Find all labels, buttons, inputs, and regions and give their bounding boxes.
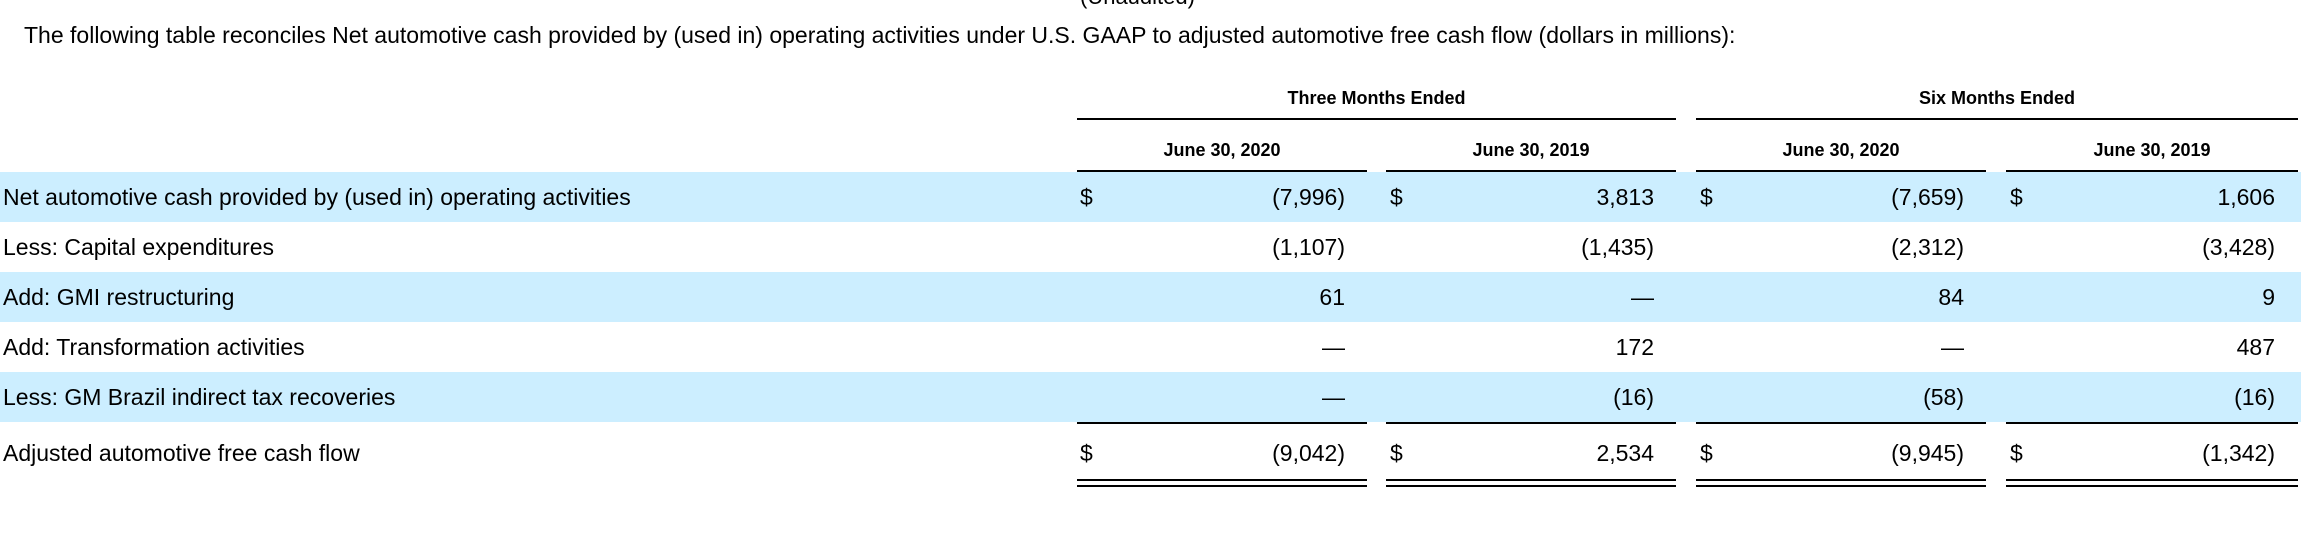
col-header-q-2019: June 30, 2019 [1386,140,1676,172]
cell-value: (1,342) [2202,440,2275,466]
cell-value: (16) [2234,384,2275,410]
table-row-total: Adjusted automotive free cash flow $ (9,… [0,428,2301,478]
row-label: Add: GMI restructuring [3,284,235,310]
cell-value: (9,945) [1891,440,1964,466]
group-header-three-months: Three Months Ended [1077,88,1676,120]
col-header-ytd-2020: June 30, 2020 [1696,140,1986,172]
cell-value: — [1631,284,1654,310]
cell-value: 9 [2262,284,2275,310]
cell-value: — [1322,334,1345,360]
subtotal-rule [2006,422,2298,424]
subtotal-rule [1077,422,1367,424]
cell-value: (58) [1923,384,1964,410]
cell-value: 61 [1319,284,1345,310]
currency-symbol: $ [1080,440,1093,466]
table-row: Add: GMI restructuring 61 — 84 9 [0,272,2301,322]
row-label: Net automotive cash provided by (used in… [3,184,631,210]
currency-symbol: $ [1390,184,1403,210]
table-row: Less: Capital expenditures (1,107) (1,43… [0,222,2301,272]
currency-symbol: $ [1080,184,1093,210]
total-double-rule [1386,479,1676,487]
cell-value: (2,312) [1891,234,1964,260]
table-row: Less: GM Brazil indirect tax recoveries … [0,372,2301,422]
table-row: Add: Transformation activities — 172 — 4… [0,322,2301,372]
currency-symbol: $ [1700,184,1713,210]
table-row: Net automotive cash provided by (used in… [0,172,2301,222]
total-double-rule [1077,479,1367,487]
col-header-ytd-2019: June 30, 2019 [2006,140,2298,172]
currency-symbol: $ [1390,440,1403,466]
subtotal-rule [1696,422,1986,424]
intro-text: The following table reconciles Net autom… [24,22,1736,48]
col-header-q-2020: June 30, 2020 [1077,140,1367,172]
cell-value: (16) [1613,384,1654,410]
total-double-rule [2006,479,2298,487]
cell-value: 3,813 [1596,184,1654,210]
row-label: Adjusted automotive free cash flow [3,440,360,466]
row-label: Less: GM Brazil indirect tax recoveries [3,384,396,410]
cell-value: (9,042) [1272,440,1345,466]
cell-value: — [1941,334,1964,360]
cell-value: 172 [1615,334,1654,360]
row-label: Less: Capital expenditures [3,234,275,260]
cell-value: 2,534 [1596,440,1654,466]
group-header-six-months: Six Months Ended [1696,88,2298,120]
cell-value: 84 [1938,284,1964,310]
cell-value: (1,435) [1581,234,1654,260]
cell-value: 1,606 [2217,184,2275,210]
subtotal-rule [1386,422,1676,424]
cell-value: (3,428) [2202,234,2275,260]
unaudited-label: (Unaudited) [1080,0,1195,10]
currency-symbol: $ [2010,440,2023,466]
cell-value: (7,659) [1891,184,1964,210]
row-label: Add: Transformation activities [3,334,305,360]
currency-symbol: $ [2010,184,2023,210]
cell-value: (1,107) [1272,234,1345,260]
cell-value: (7,996) [1272,184,1345,210]
currency-symbol: $ [1700,440,1713,466]
cell-value: 487 [2236,334,2275,360]
total-double-rule [1696,479,1986,487]
cell-value: — [1322,384,1345,410]
